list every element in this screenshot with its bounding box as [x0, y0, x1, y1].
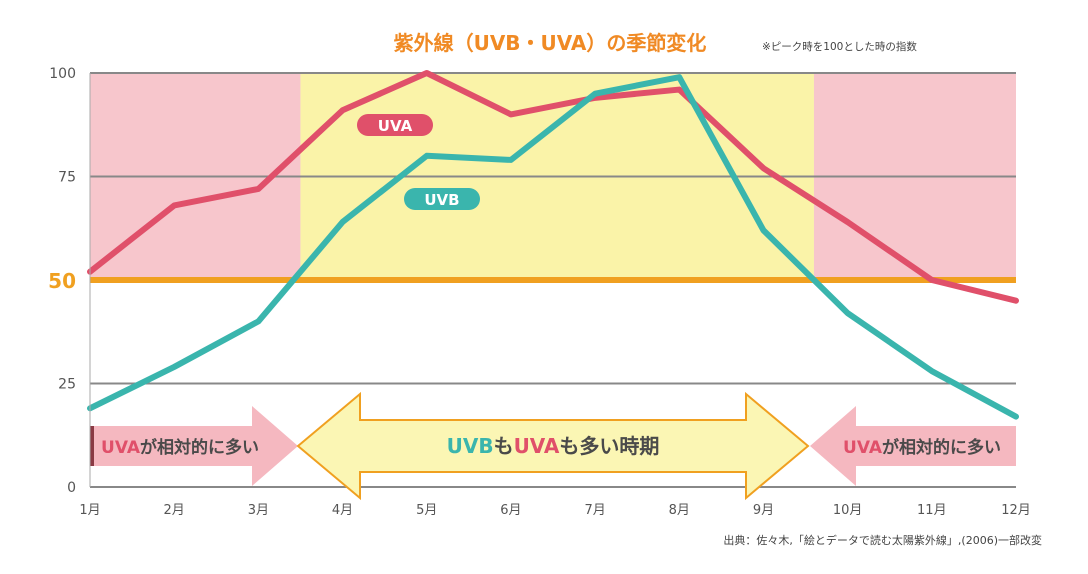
x-tick-label: 2月: [164, 503, 185, 518]
left-arrow-label: UVAが相対的に多い: [101, 437, 259, 458]
period-arrows: UVAが相対的に多い UVBもUVAも多い時期 UVAが相対的に多い: [90, 391, 1016, 501]
center-arrow-label-part: UVA: [514, 434, 560, 458]
series-line-uvb: [87, 74, 1019, 420]
right-arrow-label-part: UVA: [843, 438, 883, 458]
left-arrow-label-part: が相対的に多い: [140, 437, 259, 458]
axes: 0 25 50 75 100 1月 2月 3月 4月 5月 6月 7月 8月 9月 10月 11月 12月: [48, 66, 1031, 518]
series-lines: [87, 70, 1019, 420]
right-arrow-label: UVAが相対的に多い: [843, 437, 1001, 458]
series-label-pill-uvb: [404, 188, 480, 210]
chart-note: ※ピーク時を100とした時の指数: [762, 40, 917, 53]
right-arrow-shape: [810, 406, 1016, 486]
series-label-uvb: UVB: [424, 191, 459, 209]
series-label-uva: UVA: [378, 117, 413, 135]
y-tick-label: 50: [48, 269, 76, 293]
left-arrow-label-part: UVA: [101, 438, 141, 458]
y-tick-label: 75: [58, 170, 76, 186]
y-tick-label: 25: [58, 377, 76, 393]
x-tick-label: 8月: [669, 503, 690, 518]
series-label-pill-uva: [357, 114, 433, 136]
y-tick-label: 100: [49, 66, 76, 82]
x-tick-label: 5月: [416, 503, 437, 518]
center-arrow-shape: [296, 391, 810, 501]
center-arrow-label-part: UVB: [447, 434, 494, 458]
x-tick-label: 7月: [584, 503, 605, 518]
right-arrow-label-part: が相対的に多い: [882, 437, 1001, 458]
x-tick-label: 12月: [1001, 503, 1031, 518]
chart-title: 紫外線（UVB・UVA）の季節変化: [394, 31, 707, 55]
gridlines: [90, 72, 1016, 488]
x-tick-label: 1月: [79, 503, 100, 518]
x-tick-label: 3月: [248, 503, 269, 518]
x-tick-label: 10月: [833, 503, 863, 518]
center-arrow-label-part: も多い時期: [559, 434, 659, 458]
left-arrow-edge: [90, 426, 94, 466]
series-line-uva: [87, 70, 1019, 304]
y-tick-label: 0: [67, 480, 76, 496]
center-arrow-label-part: も: [494, 434, 514, 458]
chart-source: 出典：佐々木,「絵とデータで読む太陽紫外線」,(2006)一部改変: [723, 533, 1042, 547]
x-tick-label: 9月: [753, 503, 774, 518]
center-arrow-label: UVBもUVAも多い時期: [447, 434, 660, 458]
x-tick-label: 4月: [332, 503, 353, 518]
x-tick-label: 11月: [917, 503, 947, 518]
series-labels: UVA UVB: [357, 114, 480, 210]
x-tick-label: 6月: [500, 503, 521, 518]
left-arrow-shape: [90, 406, 298, 486]
